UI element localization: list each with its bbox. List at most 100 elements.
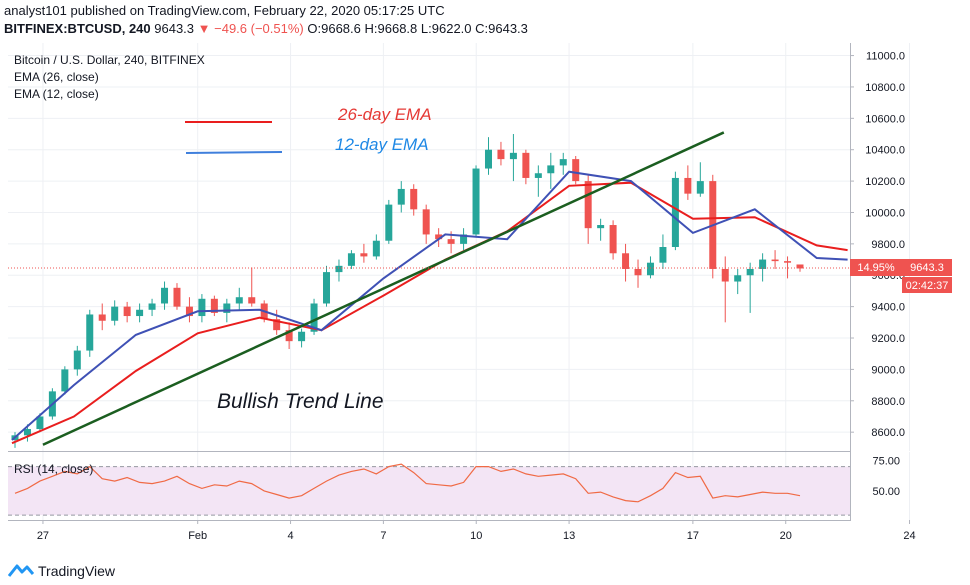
candle-body [298,331,306,342]
candle-body [622,253,630,269]
candle-body [410,188,418,210]
price-tick-label: 10800.0 [865,82,905,94]
candle-body [148,303,156,310]
candle-body [696,181,704,194]
candle-body [136,309,144,317]
symbol[interactable]: BITFINEX:BTCUSD, 240 [4,21,151,36]
ohlc-close: C:9643.3 [475,21,528,36]
candle-body [734,275,742,282]
price-tick-label: 9000.0 [871,364,905,376]
candle-body [447,239,455,244]
ema12-annotation: 12-day EMA [335,135,429,154]
candle-body [497,149,505,160]
pct-badge-text: 14.95% [857,262,895,274]
candle-body [534,173,542,178]
candle-body [659,247,667,263]
candles [11,134,804,448]
candle-body [61,369,69,392]
time-tick-label: 13 [563,530,575,542]
publish-info: analyst101 published on TradingView.com,… [4,3,445,18]
rsi-tick-label: 75.00 [872,456,900,468]
price-tick-label: 10400.0 [865,145,905,157]
candle-body [435,234,443,240]
rsi-line [14,463,801,503]
candle-body [472,168,480,235]
tradingview-logo[interactable]: TradingView [8,563,115,579]
price-tick-label: 10000.0 [865,207,905,219]
candle-body [98,314,106,321]
candle-body [771,259,779,262]
rsi-legend[interactable]: RSI (14, close) [14,462,94,476]
candle-body [597,225,605,229]
candle-body [123,306,131,317]
ema12-legend-line [185,151,283,154]
legend-title: Bitcoin / U.S. Dollar, 240, BITFINEX [14,53,205,67]
candle-body [185,306,193,317]
candle-body [572,159,580,182]
price-tick-label: 11000.0 [866,51,905,63]
time-tick-label: Feb [188,530,207,542]
candle-body [73,350,81,370]
price-tick-label: 9800.0 [871,239,905,251]
rsi-band-fill [8,466,850,516]
candle-body [796,264,804,269]
time-tick-label: 24 [903,530,915,542]
time-tick-label: 27 [37,530,49,542]
candle-body [360,253,368,257]
price-tick-label: 10600.0 [865,113,905,125]
candle-body [397,188,405,205]
rsi-band [8,466,850,516]
candle-body [223,303,231,313]
symbol-ohlc-bar: BITFINEX:BTCUSD, 240 9643.3 ▼ −49.6 (−0.… [4,21,528,36]
price-tick-label: 8800.0 [871,396,905,408]
price-scale: 8600.08800.09000.09200.09400.09600.09800… [850,51,905,439]
time-tick-label: 20 [780,530,792,542]
rsi-scale: 50.00 75.00 [872,456,900,498]
candle-body [559,159,567,166]
price-tick-label: 9200.0 [871,333,905,345]
trend-annotation: Bullish Trend Line [217,390,384,413]
candle-body [509,152,517,160]
time-tick-label: 4 [287,530,293,542]
candle-body [522,152,530,178]
candle-body [310,303,318,332]
candle-body [759,259,767,269]
time-tick-label: 10 [470,530,482,542]
candle-body [684,177,692,194]
ema26-annotation: 26-day EMA [337,105,432,124]
candle-body [609,225,617,254]
price-tick-label: 8600.0 [871,427,905,439]
candle-body [111,306,119,321]
time-scale: 27 Feb 4 7 10 13 17 20 24 [37,520,916,542]
tradingview-brand: TradingView [38,563,116,579]
legend-ema12[interactable]: EMA (12, close) [14,87,99,101]
ohlc-open: O:9668.6 [307,21,361,36]
pct-badge [850,259,902,276]
candle-body [335,265,343,273]
candle-body [646,262,654,276]
price-tick-label: 10200.0 [865,176,905,188]
price-tick-label: 9400.0 [871,302,905,314]
time-tick-label: 17 [687,530,699,542]
rsi-tick-label: 50.00 [872,486,900,498]
candle-body [210,298,218,313]
candle-body [547,165,555,174]
legend-ema26[interactable]: EMA (26, close) [14,70,99,84]
candle-body [23,429,31,436]
candle-body [634,268,642,276]
candle-body [460,234,468,244]
price-badge [902,259,952,276]
candle-body [173,287,181,307]
ema12-line [11,170,848,441]
candle-body [323,272,331,304]
candle-body [86,314,94,351]
candle-body [671,177,679,247]
candle-body [198,298,206,317]
candle-body [784,261,792,263]
ohlc-high: H:9668.8 [364,21,418,36]
candle-body [721,268,729,282]
candle-body [347,253,355,266]
candle-body [385,204,393,241]
price-badge-text: 9643.3 [910,262,944,274]
